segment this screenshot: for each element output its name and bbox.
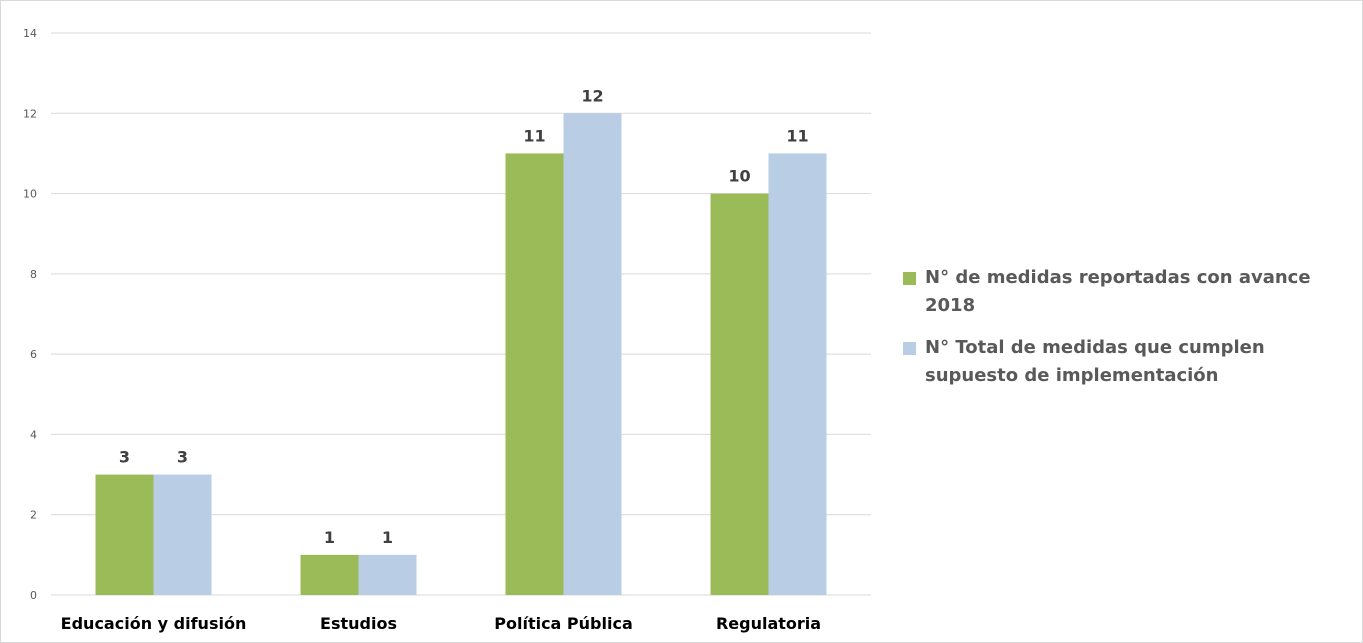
data-label: 3 [119, 448, 130, 467]
bar [505, 153, 564, 595]
y-tick-label: 12 [23, 107, 37, 120]
bar [358, 554, 417, 595]
x-tick-label: Estudios [320, 614, 397, 633]
bar [710, 193, 769, 596]
y-tick-label: 6 [30, 348, 37, 361]
legend-swatch-series-1 [903, 272, 916, 285]
x-tick-label: Regulatoria [716, 614, 821, 633]
data-label: 11 [523, 126, 545, 145]
y-tick-label: 14 [23, 27, 37, 40]
bar [153, 474, 212, 595]
legend-item-series-2: N° Total de medidas que cumplen supuesto… [901, 334, 1356, 390]
bar [768, 153, 827, 595]
data-label: 10 [728, 167, 750, 186]
data-label: 3 [177, 448, 188, 467]
x-tick-label: Política Pública [494, 614, 633, 633]
legend-item-series-1: N° de medidas reportadas con avance 2018 [901, 264, 1356, 320]
bar [300, 554, 359, 595]
y-tick-label: 0 [30, 589, 37, 602]
y-tick-label: 4 [30, 428, 37, 441]
bar [95, 474, 154, 595]
x-tick-label: Educación y difusión [61, 614, 247, 633]
y-tick-label: 8 [30, 268, 37, 281]
data-label: 11 [786, 126, 808, 145]
data-label: 12 [581, 86, 603, 105]
y-tick-label: 10 [23, 188, 37, 201]
y-tick-label: 2 [30, 509, 37, 522]
legend-label-series-2: N° Total de medidas que cumplen supuesto… [925, 337, 1265, 386]
data-label: 1 [324, 528, 335, 547]
legend: N° de medidas reportadas con avance 2018… [901, 264, 1356, 404]
data-label: 1 [382, 528, 393, 547]
legend-label-series-1: N° de medidas reportadas con avance 2018 [925, 267, 1311, 316]
legend-swatch-series-2 [903, 342, 916, 355]
bar [563, 113, 622, 596]
